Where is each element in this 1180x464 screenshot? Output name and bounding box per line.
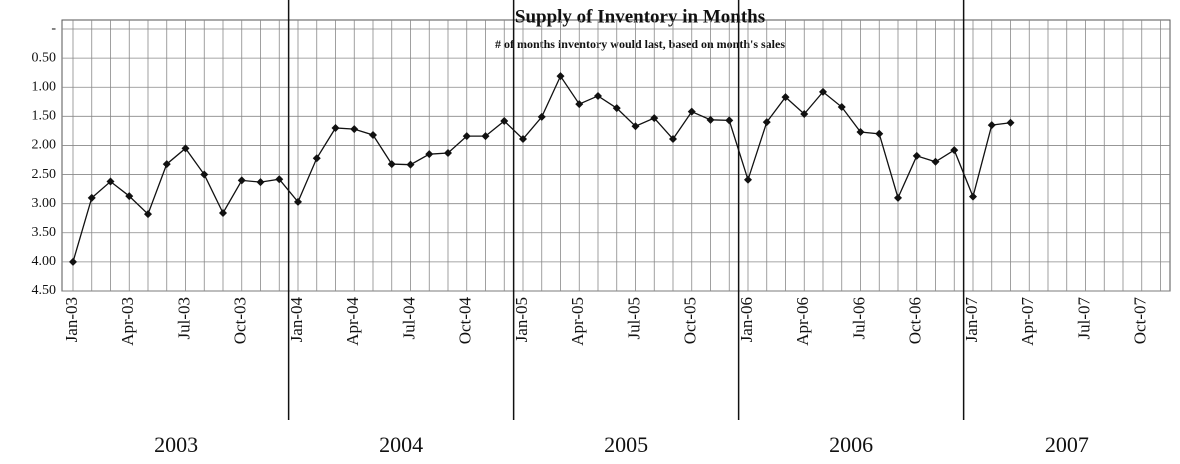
data-point (350, 125, 359, 134)
x-tick-label: Jan-07 (962, 297, 981, 343)
year-label: 2007 (1045, 432, 1089, 457)
data-point (894, 193, 902, 202)
x-tick-label: Apr-03 (118, 297, 137, 346)
data-point (762, 118, 771, 127)
data-point (331, 123, 340, 132)
data-point (219, 208, 227, 217)
data-point (144, 210, 152, 219)
y-tick-label: 3.00 (32, 196, 57, 211)
data-point (669, 135, 677, 144)
data-point (687, 107, 696, 116)
y-tick-label: 2.50 (32, 167, 57, 182)
data-point (181, 144, 190, 153)
data-point (631, 122, 640, 131)
x-tick-label: Oct-07 (1131, 297, 1150, 345)
data-point (537, 112, 546, 121)
x-tick-label: Apr-04 (343, 297, 362, 346)
y-tick-label: 1.50 (32, 109, 57, 124)
year-label: 2003 (154, 432, 198, 457)
plot-frame (61, 19, 1171, 292)
y-tick-label: 4.50 (32, 283, 57, 298)
x-tick-label: Apr-06 (793, 297, 812, 346)
data-point (500, 116, 509, 125)
chart-subtitle: # of months inventory would last, based … (495, 37, 785, 51)
x-tick-label: Jul-03 (174, 297, 193, 340)
x-tick-label: Jan-04 (287, 297, 306, 343)
data-point (912, 151, 921, 160)
x-tick-label: Jul-05 (624, 297, 643, 340)
data-point (87, 193, 96, 202)
data-point (275, 175, 284, 184)
data-point (800, 110, 809, 119)
y-tick-label: - (51, 21, 56, 36)
data-point (706, 115, 715, 124)
y-tick-label: 4.00 (32, 254, 57, 269)
data-point (931, 157, 940, 166)
data-point (856, 128, 865, 137)
data-point (444, 149, 452, 158)
data-point (950, 146, 959, 155)
year-label: 2004 (379, 432, 423, 457)
x-tick-label: Jul-04 (399, 297, 418, 340)
x-tick-label: Apr-07 (1018, 297, 1037, 346)
data-point (294, 197, 302, 206)
data-point (162, 160, 171, 169)
data-point (369, 130, 377, 139)
x-tick-label: Jan-05 (512, 297, 531, 342)
y-tick-label: 1.00 (32, 79, 57, 94)
data-point (125, 192, 134, 201)
chart-title: Supply of Inventory in Months (515, 6, 765, 27)
data-point (425, 150, 434, 159)
data-point (575, 100, 584, 109)
data-point (969, 192, 977, 201)
data-point (650, 114, 659, 123)
data-point (387, 160, 396, 169)
data-point (781, 93, 790, 102)
data-point (987, 121, 996, 130)
year-label: 2005 (604, 432, 648, 457)
data-point (875, 129, 884, 138)
data-point (200, 170, 209, 179)
data-point (312, 154, 321, 163)
y-tick-label: 2.00 (32, 138, 57, 153)
x-tick-label: Oct-06 (906, 297, 925, 344)
x-tick-label: Oct-05 (681, 297, 700, 344)
data-point (725, 116, 734, 125)
y-tick-label: 3.50 (32, 225, 57, 240)
data-point (556, 72, 565, 81)
data-point (237, 176, 246, 185)
data-point (837, 103, 846, 112)
data-point (744, 175, 752, 184)
data-point (462, 132, 471, 141)
data-point (69, 257, 77, 266)
data-point (256, 178, 265, 187)
x-tick-label: Oct-03 (231, 297, 250, 344)
x-tick-label: Oct-04 (456, 297, 475, 345)
data-point (106, 177, 115, 186)
data-point (1006, 118, 1015, 127)
data-point (612, 104, 621, 113)
x-tick-label: Jan-06 (737, 297, 756, 342)
x-tick-label: Jul-07 (1074, 297, 1093, 340)
year-label: 2006 (829, 432, 873, 457)
data-point (406, 160, 415, 169)
data-point (819, 87, 827, 96)
y-tick-label: 0.50 (32, 50, 57, 65)
data-point (594, 91, 602, 100)
x-tick-label: Jan-03 (62, 297, 81, 342)
x-tick-label: Apr-05 (568, 297, 587, 346)
data-point (519, 135, 527, 144)
data-point (481, 132, 490, 141)
x-tick-label: Jul-06 (849, 297, 868, 340)
